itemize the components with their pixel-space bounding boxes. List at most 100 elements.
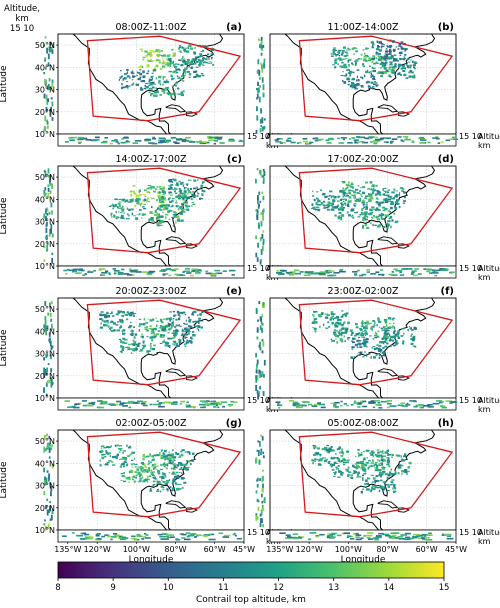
strip-pixel — [147, 271, 154, 274]
contrail-pixel — [361, 207, 365, 210]
strip-pixel — [261, 233, 264, 239]
contrail-pixel — [325, 327, 329, 329]
contrail-pixel — [196, 195, 199, 197]
contrail-pixel — [370, 453, 373, 456]
contrail-pixel — [359, 199, 362, 202]
contrail-pixel — [181, 202, 184, 206]
contrail-pixel — [169, 194, 173, 196]
contrail-pixel — [388, 317, 392, 320]
contrail-pixel — [119, 76, 122, 79]
contrail-pixel — [157, 51, 160, 53]
strip-pixel — [63, 269, 68, 272]
strip-pixel — [223, 534, 231, 537]
contrail-pixel — [119, 448, 122, 452]
contrail-pixel — [348, 71, 352, 75]
contrail-pixel — [147, 65, 149, 68]
contrail-pixel — [165, 87, 168, 89]
contrail-pixel — [376, 480, 380, 483]
panel-c: 14:00Z-17:00Z(c)15 10Altitude,km10°N20°N… — [0, 154, 300, 282]
contrail-pixel — [122, 205, 124, 208]
contrail-pixel — [413, 345, 415, 348]
contrail-pixel — [385, 200, 389, 203]
contrail-pixel — [192, 452, 195, 455]
contrail-pixel — [172, 480, 176, 482]
strip-pixel — [46, 325, 49, 330]
strip-pixel — [450, 271, 455, 273]
contrail-pixels — [311, 180, 407, 229]
contrail-pixel — [405, 77, 409, 79]
contrail-pixel — [350, 182, 353, 184]
contrail-pixel — [168, 328, 171, 331]
contrail-pixel — [180, 453, 184, 457]
contrail-pixel — [340, 202, 343, 204]
contrail-pixel — [118, 451, 121, 453]
contrail-pixel — [386, 329, 390, 332]
contrail-pixel — [400, 41, 404, 44]
contrail-pixel — [147, 352, 150, 354]
contrail-pixel — [105, 450, 107, 453]
contrail-pixel — [403, 58, 406, 61]
contrail-pixel — [386, 70, 390, 73]
contrail-pixel — [366, 215, 369, 218]
contrail-pixel — [163, 91, 165, 94]
contrail-pixel — [372, 185, 375, 188]
contrail-pixel — [127, 346, 130, 349]
strip-pixel — [44, 173, 47, 178]
strip-pixel — [44, 519, 46, 522]
contrail-pixel — [386, 459, 389, 463]
strip-pixel — [262, 230, 265, 233]
contrail-pixel — [338, 55, 341, 57]
strip-pixel — [364, 137, 369, 140]
contrail-pixel — [165, 58, 169, 60]
contrail-pixel — [167, 210, 170, 213]
contrail-pixel — [337, 217, 341, 220]
left-altitude-strip — [43, 301, 54, 397]
strip-pixel — [390, 142, 393, 144]
strip-pixel — [76, 534, 84, 537]
contrail-pixel — [378, 489, 381, 493]
strip-pixel — [50, 491, 52, 497]
contrail-pixel — [333, 456, 336, 459]
contrail-pixel — [315, 201, 318, 204]
strip-pixel — [50, 486, 53, 492]
strip-pixel — [278, 273, 285, 275]
strip-pixel — [309, 142, 312, 145]
strip-pixel — [161, 269, 168, 271]
contrail-pixel — [194, 325, 196, 327]
contrail-pixel — [384, 63, 387, 66]
contrail-pixel — [137, 473, 141, 475]
contrail-pixel — [377, 454, 380, 457]
contrail-pixel — [364, 54, 369, 57]
strip-pixel — [51, 345, 54, 349]
contrail-pixel — [176, 310, 180, 314]
contrail-pixel — [370, 356, 372, 359]
contrail-pixel — [175, 71, 179, 74]
contrail-pixel — [360, 195, 363, 197]
strip-pixel — [159, 535, 166, 538]
strip-pixel — [51, 117, 54, 121]
contrail-pixel — [196, 310, 200, 312]
contrail-pixel — [166, 480, 169, 482]
contrail-pixel — [172, 178, 175, 180]
contrail-pixel — [373, 348, 377, 351]
contrail-pixel — [166, 342, 170, 345]
contrail-pixel — [134, 463, 138, 465]
contrail-pixel — [159, 476, 161, 478]
contrail-pixel — [144, 466, 148, 468]
contrail-pixel — [148, 467, 151, 470]
contrail-pixel — [130, 469, 133, 471]
contrail-pixel — [342, 208, 345, 211]
contrail-pixel — [147, 350, 151, 353]
contrail-pixel — [153, 51, 156, 53]
strip-pixel — [388, 537, 393, 539]
contrail-pixel — [153, 214, 158, 216]
contrail-pixel — [189, 73, 192, 76]
contrail-pixel — [322, 192, 326, 196]
contrail-pixel — [162, 464, 165, 467]
strip-pixel — [418, 535, 423, 537]
strip-pixel — [256, 209, 259, 215]
contrail-pixel — [191, 313, 194, 316]
contrail-pixel — [388, 49, 392, 51]
contrail-pixel — [136, 203, 140, 205]
contrail-pixel — [161, 50, 163, 52]
